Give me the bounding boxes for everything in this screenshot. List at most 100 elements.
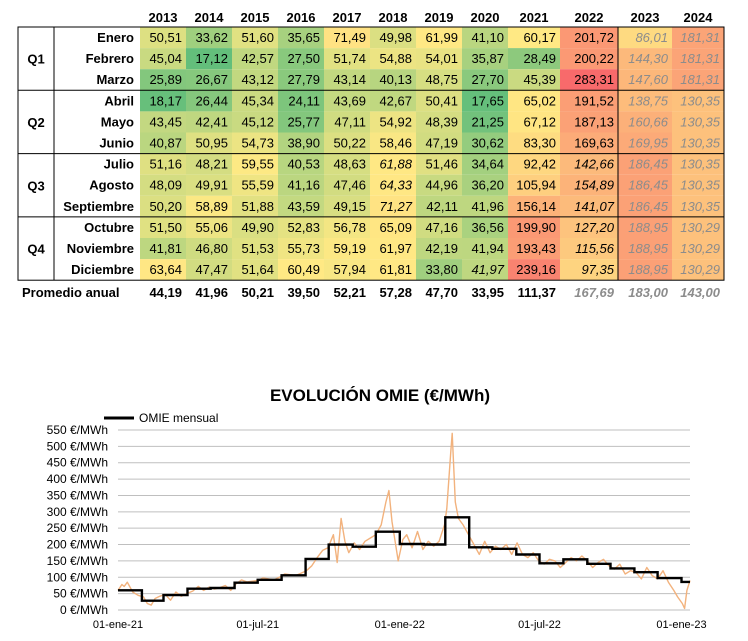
heat-cell xyxy=(416,69,462,91)
data-label: 43,45 xyxy=(149,114,182,129)
heat-cell xyxy=(672,48,724,70)
month-label: Noviembre xyxy=(67,241,134,256)
monthly-step-line xyxy=(118,516,690,602)
data-label: 36,56 xyxy=(471,220,504,235)
heat-cell xyxy=(278,259,324,281)
heat-cell xyxy=(324,195,370,217)
heat-cell xyxy=(416,132,462,154)
annual-value: 47,70 xyxy=(425,285,458,300)
data-label: 41,94 xyxy=(471,241,504,256)
heat-cell xyxy=(370,69,416,91)
gridlines xyxy=(118,429,690,611)
heat-cell xyxy=(370,90,416,112)
heat-cell xyxy=(232,195,278,217)
heat-cell xyxy=(370,27,416,49)
data-label: 55,59 xyxy=(241,178,274,193)
data-label: 115,56 xyxy=(575,241,615,256)
heat-cell xyxy=(324,259,370,281)
heat-cell xyxy=(462,153,508,175)
heat-cell xyxy=(278,153,324,175)
data-label: 48,09 xyxy=(149,178,182,193)
heat-cell xyxy=(672,174,724,196)
annual-value: 44,19 xyxy=(149,285,182,300)
heat-cell xyxy=(324,69,370,91)
heat-cell xyxy=(324,153,370,175)
data-label: 48,63 xyxy=(333,157,366,172)
data-label: 144,30 xyxy=(628,51,669,66)
data-label: 61,99 xyxy=(425,30,458,45)
heat-cell xyxy=(672,27,724,49)
heat-cell xyxy=(618,174,672,196)
data-label: 42,11 xyxy=(426,199,458,214)
data-label: 61,88 xyxy=(379,157,412,172)
heat-cell xyxy=(324,216,370,238)
y-tick-label: 350 €/MWh xyxy=(47,488,108,502)
heat-cell xyxy=(324,132,370,154)
monthly-prices-heatmap: 2013 2014 2015 2016 2017 2018 2019 2020 2021 2022… xyxy=(17,10,725,300)
heat-cell xyxy=(324,111,370,133)
data-label: 187,13 xyxy=(574,114,614,129)
y-tick-label: 500 €/MWh xyxy=(47,439,108,453)
heat-cell xyxy=(186,90,232,112)
data-label: 43,12 xyxy=(241,72,274,87)
heat-cell xyxy=(232,90,278,112)
heat-cell xyxy=(672,90,724,112)
data-label: 186,45 xyxy=(628,178,669,193)
month-label: Octubre xyxy=(84,220,134,235)
heat-cell xyxy=(232,69,278,91)
heat-cell xyxy=(508,174,560,196)
heat-cell xyxy=(416,216,462,238)
heat-cell xyxy=(462,48,508,70)
month-label: Mayo xyxy=(101,114,134,129)
data-label: 41,97 xyxy=(471,262,504,277)
legend-label: OMIE mensual xyxy=(139,411,218,425)
heat-cell xyxy=(140,48,186,70)
heat-cell xyxy=(462,195,508,217)
y-tick-label: 250 €/MWh xyxy=(47,521,108,535)
heat-cell xyxy=(278,27,324,49)
data-label: 142,66 xyxy=(574,157,615,172)
data-label: 43,14 xyxy=(333,72,366,87)
heat-cell xyxy=(232,132,278,154)
heat-cell xyxy=(324,90,370,112)
data-label: 55,06 xyxy=(195,220,228,235)
heat-cell xyxy=(618,27,672,49)
data-label: 28,49 xyxy=(523,51,556,66)
y-tick-label: 0 €/MWh xyxy=(60,603,108,617)
data-label: 186,45 xyxy=(628,199,669,214)
heat-cell xyxy=(416,195,462,217)
heat-cell xyxy=(370,174,416,196)
data-label: 48,75 xyxy=(425,72,458,87)
data-label: 25,77 xyxy=(287,114,320,129)
data-label: 188,95 xyxy=(628,241,669,256)
heat-cell xyxy=(416,48,462,70)
data-label: 127,20 xyxy=(574,220,615,235)
heat-cell xyxy=(140,69,186,91)
heat-cell xyxy=(560,90,618,112)
data-label: 188,95 xyxy=(628,262,669,277)
heat-cell xyxy=(462,174,508,196)
heat-cell xyxy=(232,216,278,238)
x-tick-label: 01-ene-22 xyxy=(375,619,425,631)
heat-cell xyxy=(416,90,462,112)
data-label: 61,81 xyxy=(379,262,412,277)
data-label: 65,02 xyxy=(523,93,556,108)
heat-cell xyxy=(140,90,186,112)
data-label: 86,01 xyxy=(635,30,668,45)
data-label: 60,49 xyxy=(287,262,320,277)
heat-cell xyxy=(508,195,560,217)
data-label: 191,52 xyxy=(574,93,614,108)
data-label: 154,89 xyxy=(574,178,614,193)
heat-cell xyxy=(278,238,324,260)
year-header: 2017 xyxy=(333,10,362,25)
heat-cell xyxy=(278,174,324,196)
x-tick-label: 01-ene-23 xyxy=(656,619,706,631)
heat-cell xyxy=(508,259,560,281)
data-label: 30,62 xyxy=(471,136,504,151)
quarter-label: Q3 xyxy=(27,178,44,193)
data-label: 49,15 xyxy=(333,199,366,214)
data-label: 59,19 xyxy=(333,241,366,256)
year-header: 2024 xyxy=(684,10,714,25)
x-tick-label: 01-ene-21 xyxy=(93,619,143,631)
data-label: 188,95 xyxy=(628,220,669,235)
